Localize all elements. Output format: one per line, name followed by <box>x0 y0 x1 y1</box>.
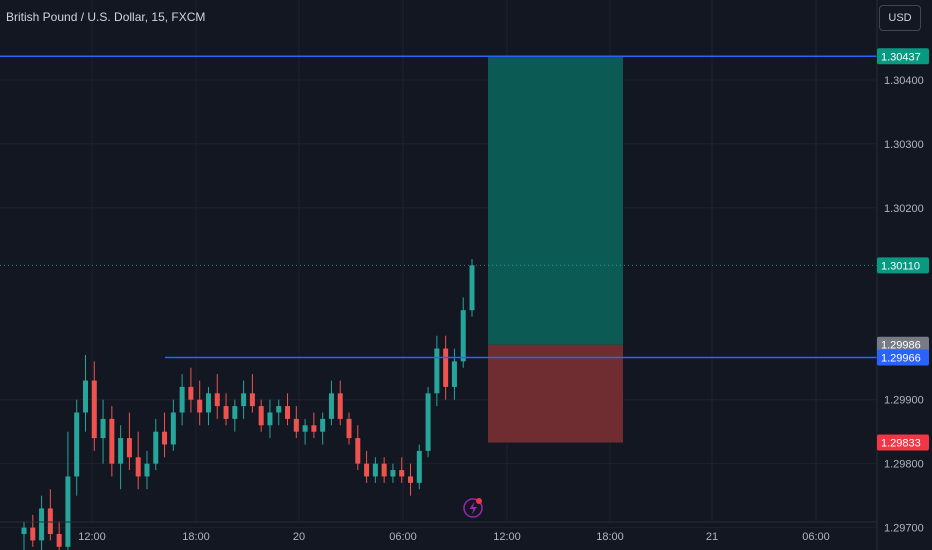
time-tick-label: 12:00 <box>78 531 106 543</box>
candle-body <box>372 463 378 477</box>
candle-body <box>197 399 203 413</box>
candle-body <box>328 393 334 419</box>
candle-body <box>311 425 317 432</box>
time-tick-label: 18:00 <box>182 531 210 543</box>
candle-body <box>267 412 273 426</box>
price-badge <box>877 349 929 366</box>
candle-body <box>381 463 387 477</box>
candle-body <box>153 431 159 464</box>
candle-body <box>293 418 299 432</box>
time-tick-label: 20 <box>293 531 305 543</box>
currency-button[interactable]: USD <box>879 5 921 31</box>
price-badge-label: 1.29986 <box>881 340 921 352</box>
candle-body <box>460 310 466 362</box>
target-zone[interactable] <box>488 56 623 345</box>
price-tick-label: 1.29800 <box>884 459 924 471</box>
candle-body <box>100 418 106 439</box>
candle-body <box>214 393 220 407</box>
price-tick-label: 1.29900 <box>884 395 924 407</box>
horizontal-lines <box>0 55 877 359</box>
candle-body <box>241 393 247 407</box>
stop-zone[interactable] <box>488 344 623 443</box>
candle-body <box>276 406 282 413</box>
time-tick-label: 06:00 <box>389 531 417 543</box>
price-tick-label: 1.30300 <box>884 139 924 151</box>
price-badge-label: 1.29966 <box>881 353 921 365</box>
candle-body <box>302 425 308 432</box>
candle-body <box>188 386 194 400</box>
candle-body <box>408 476 414 483</box>
candle-body <box>74 412 80 477</box>
candle-body <box>144 463 150 477</box>
price-tick-label: 1.29700 <box>884 523 924 535</box>
time-tick-label: 18:00 <box>596 531 624 543</box>
candle-body <box>425 393 431 451</box>
candle-body <box>434 348 440 394</box>
candle-body <box>232 406 238 419</box>
candle-body <box>179 386 185 413</box>
price-axis-ticks: 1.30400 1.30300 1.30200 1.29900 1.29800 1.297… <box>884 75 924 535</box>
time-axis-ticks[interactable]: 12:00 18:00 20 06:00 12:00 18:00 21 06:00 <box>78 531 830 543</box>
candle-body <box>285 406 291 419</box>
candle-body <box>205 393 211 413</box>
price-tick-label: 1.30400 <box>884 75 924 87</box>
candle-body <box>109 418 115 464</box>
candle-body <box>399 470 405 477</box>
price-badge-label: 1.30437 <box>881 51 921 63</box>
lightning-icon[interactable] <box>463 498 483 518</box>
candle-body <box>249 393 255 407</box>
price-badge <box>877 48 929 65</box>
candle-body <box>91 380 97 439</box>
candle-body <box>30 527 36 541</box>
candle-body <box>82 380 88 413</box>
candle-body <box>39 508 45 541</box>
candle-body <box>118 438 124 464</box>
price-axis[interactable] <box>877 0 932 550</box>
candle-body <box>56 534 62 547</box>
candle-body <box>65 476 71 547</box>
candle-body <box>320 418 326 432</box>
candle-body <box>443 348 449 387</box>
candle-body <box>170 412 176 445</box>
candle-body <box>162 431 168 445</box>
candle-body <box>451 361 457 387</box>
candle-body <box>223 406 229 419</box>
candle-body <box>346 418 352 439</box>
price-badge-label: 1.29833 <box>881 438 921 450</box>
candle-body <box>135 457 141 477</box>
candle-body <box>47 508 53 535</box>
time-tick-label: 21 <box>706 531 718 543</box>
price-tick-label: 1.30200 <box>884 203 924 215</box>
candles-group <box>21 259 475 550</box>
time-tick-label: 06:00 <box>802 531 830 543</box>
time-tick-label: 12:00 <box>493 531 521 543</box>
price-badge-label: 1.30110 <box>881 260 920 272</box>
price-badge <box>877 257 929 274</box>
candle-body <box>21 527 27 535</box>
candle-body <box>469 265 475 311</box>
candle-body <box>390 470 396 477</box>
candle-body <box>364 463 370 477</box>
price-badge <box>877 336 929 353</box>
candle-body <box>126 438 132 458</box>
candle-body <box>355 438 361 464</box>
candle-body <box>337 393 343 419</box>
candle-body <box>258 406 264 426</box>
candle-body <box>416 450 422 483</box>
price-badge <box>877 434 929 451</box>
chart-title: British Pound / U.S. Dollar, 15, FXCM <box>6 10 206 24</box>
